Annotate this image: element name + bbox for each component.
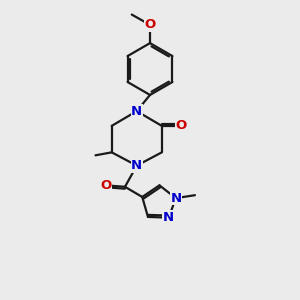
Text: O: O xyxy=(175,119,187,132)
Text: N: N xyxy=(131,105,142,118)
Text: N: N xyxy=(170,192,182,205)
Text: N: N xyxy=(131,159,142,172)
Text: N: N xyxy=(163,211,174,224)
Text: O: O xyxy=(100,179,112,192)
Text: N: N xyxy=(131,105,142,118)
Text: O: O xyxy=(144,18,156,32)
